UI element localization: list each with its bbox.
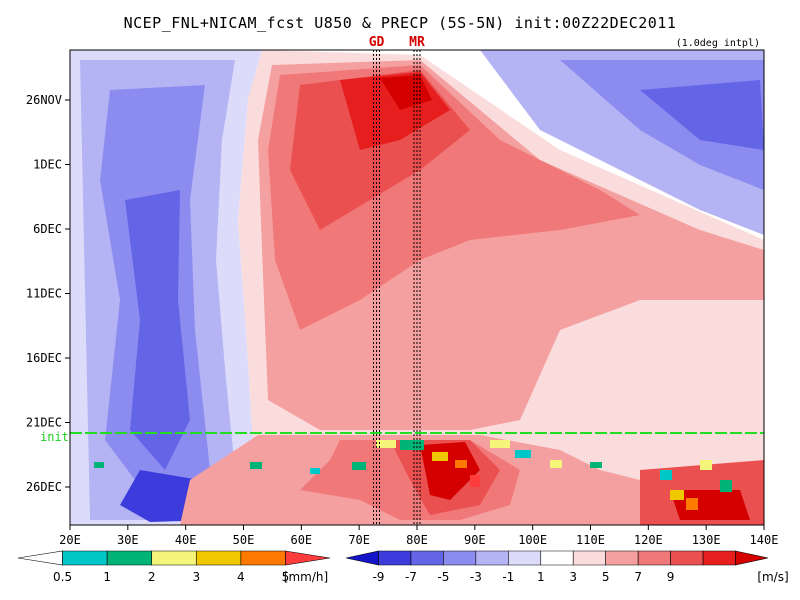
u850-colorbar: -9 -7 -5 -3 -1 1 3 5 7 9 [m/s] — [345, 550, 789, 584]
colorbar-swatch — [106, 550, 153, 566]
x-tick-label: 130E — [692, 533, 721, 547]
colorbar-tick-label: 4 — [237, 570, 245, 584]
colorbar-tick-label: -9 — [372, 570, 384, 584]
colorbar-swatch — [572, 550, 606, 566]
colorbar-tick-label: 0.5 — [53, 570, 72, 584]
forecast-westerly-east-peak — [670, 490, 750, 520]
colorbar-swatch — [540, 550, 574, 566]
colorbar-swatch — [443, 550, 477, 566]
x-tick-label: 60E — [290, 533, 312, 547]
y-axis: 26NOV 1DEC 6DEC 11DEC 16DEC 21DEC 26DEC — [26, 93, 70, 494]
y-tick-label: 26NOV — [26, 93, 62, 107]
colorbar-tick-label: 5 — [602, 570, 610, 584]
easterly-core-strong — [125, 190, 190, 470]
x-tick-label: 20E — [59, 533, 81, 547]
precip-patch — [310, 468, 320, 474]
colorbar-swatch — [735, 550, 769, 566]
precip-patch — [660, 470, 672, 480]
colorbar-tick-label: -7 — [405, 570, 417, 584]
precip-patch — [352, 462, 366, 470]
precip-patch — [550, 460, 562, 468]
y-tick-label: 26DEC — [26, 480, 62, 494]
y-tick-label: 21DEC — [26, 416, 62, 430]
x-tick-label: 40E — [175, 533, 197, 547]
precip-patch — [700, 460, 712, 470]
marker-label: GD — [369, 35, 385, 50]
colorbar-swatch — [62, 550, 108, 566]
colorbar-swatch — [285, 550, 331, 566]
colorbar-tick-label: -1 — [502, 570, 514, 584]
precip-patch — [455, 460, 467, 468]
colorbar-tick-label: 1 — [103, 570, 111, 584]
colorbar-tick-label: 7 — [634, 570, 642, 584]
east-pacific-easterly-core — [640, 80, 764, 150]
y-tick-label: 6DEC — [33, 222, 62, 236]
colorbar-tick-label: 3 — [569, 570, 577, 584]
colorbar-tick-label: -3 — [470, 570, 482, 584]
colorbar-swatch — [345, 550, 379, 566]
x-tick-label: 70E — [348, 533, 370, 547]
x-tick-label: 100E — [518, 533, 547, 547]
marker-lines — [373, 50, 421, 525]
x-tick-label: 110E — [576, 533, 605, 547]
precip-patch — [670, 490, 684, 500]
precip-patches — [94, 440, 732, 510]
colorbar-swatch — [702, 550, 736, 566]
precip-colorbar: 0.5 1 2 3 4 5[mm/h] — [17, 550, 331, 584]
precip-patch — [490, 440, 510, 448]
plot-area — [70, 50, 764, 525]
precip-patch — [470, 475, 480, 487]
colorbar-tick-label: 1 — [537, 570, 545, 584]
colorbar-tick-label: 3 — [192, 570, 200, 584]
interpolation-note: (1.0deg intpl) — [676, 38, 760, 49]
y-tick-label: 16DEC — [26, 351, 62, 365]
precip-patch — [432, 452, 448, 461]
x-axis: 20E 30E 40E 50E 60E 70E 80E 90E 100E 110E 120E 130E… — [59, 525, 778, 547]
colorbar-unit: [m/s] — [757, 570, 788, 584]
colorbar-tick-label: 9 — [667, 570, 675, 584]
westerly-peak — [380, 75, 432, 110]
precip-patch — [400, 440, 424, 450]
y-tick-label: 1DEC — [33, 158, 62, 172]
precip-patch — [376, 440, 396, 448]
colorbar-swatch — [17, 550, 63, 566]
colorbar-swatch — [670, 550, 704, 566]
x-tick-label: 80E — [406, 533, 428, 547]
x-tick-label: 50E — [233, 533, 255, 547]
colorbar-swatch — [508, 550, 542, 566]
colorbar-swatch — [240, 550, 286, 566]
precip-patch — [590, 462, 602, 468]
colorbar-swatch — [605, 550, 639, 566]
precip-patch — [515, 450, 531, 458]
precip-patch — [720, 480, 732, 492]
colorbar-tick-label: 5 — [282, 570, 290, 584]
x-tick-label: 30E — [117, 533, 139, 547]
colorbar-swatch — [151, 550, 197, 566]
chart-title: NCEP_FNL+NICAM_fcst U850 & PRECP (5S-5N)… — [124, 14, 677, 32]
x-tick-label: 120E — [634, 533, 663, 547]
colorbar-unit: [mm/h] — [284, 570, 328, 584]
colorbar-tick-label: -5 — [437, 570, 449, 584]
y-tick-label: 11DEC — [26, 287, 62, 301]
marker-labels: GD MR — [369, 35, 425, 50]
colorbar-swatch — [475, 550, 509, 566]
colorbar-swatch — [410, 550, 444, 566]
marker-label: MR — [409, 35, 425, 50]
colorbar-swatch — [195, 550, 242, 566]
x-tick-label: 90E — [464, 533, 486, 547]
colorbar-swatch — [378, 550, 412, 566]
precip-patch — [686, 498, 698, 510]
precip-patch — [250, 462, 262, 469]
colorbar-swatch — [637, 550, 671, 566]
init-label: init — [40, 430, 69, 444]
colorbar-tick-label: 2 — [148, 570, 156, 584]
precip-patch — [94, 462, 104, 468]
x-tick-label: 140E — [750, 533, 779, 547]
